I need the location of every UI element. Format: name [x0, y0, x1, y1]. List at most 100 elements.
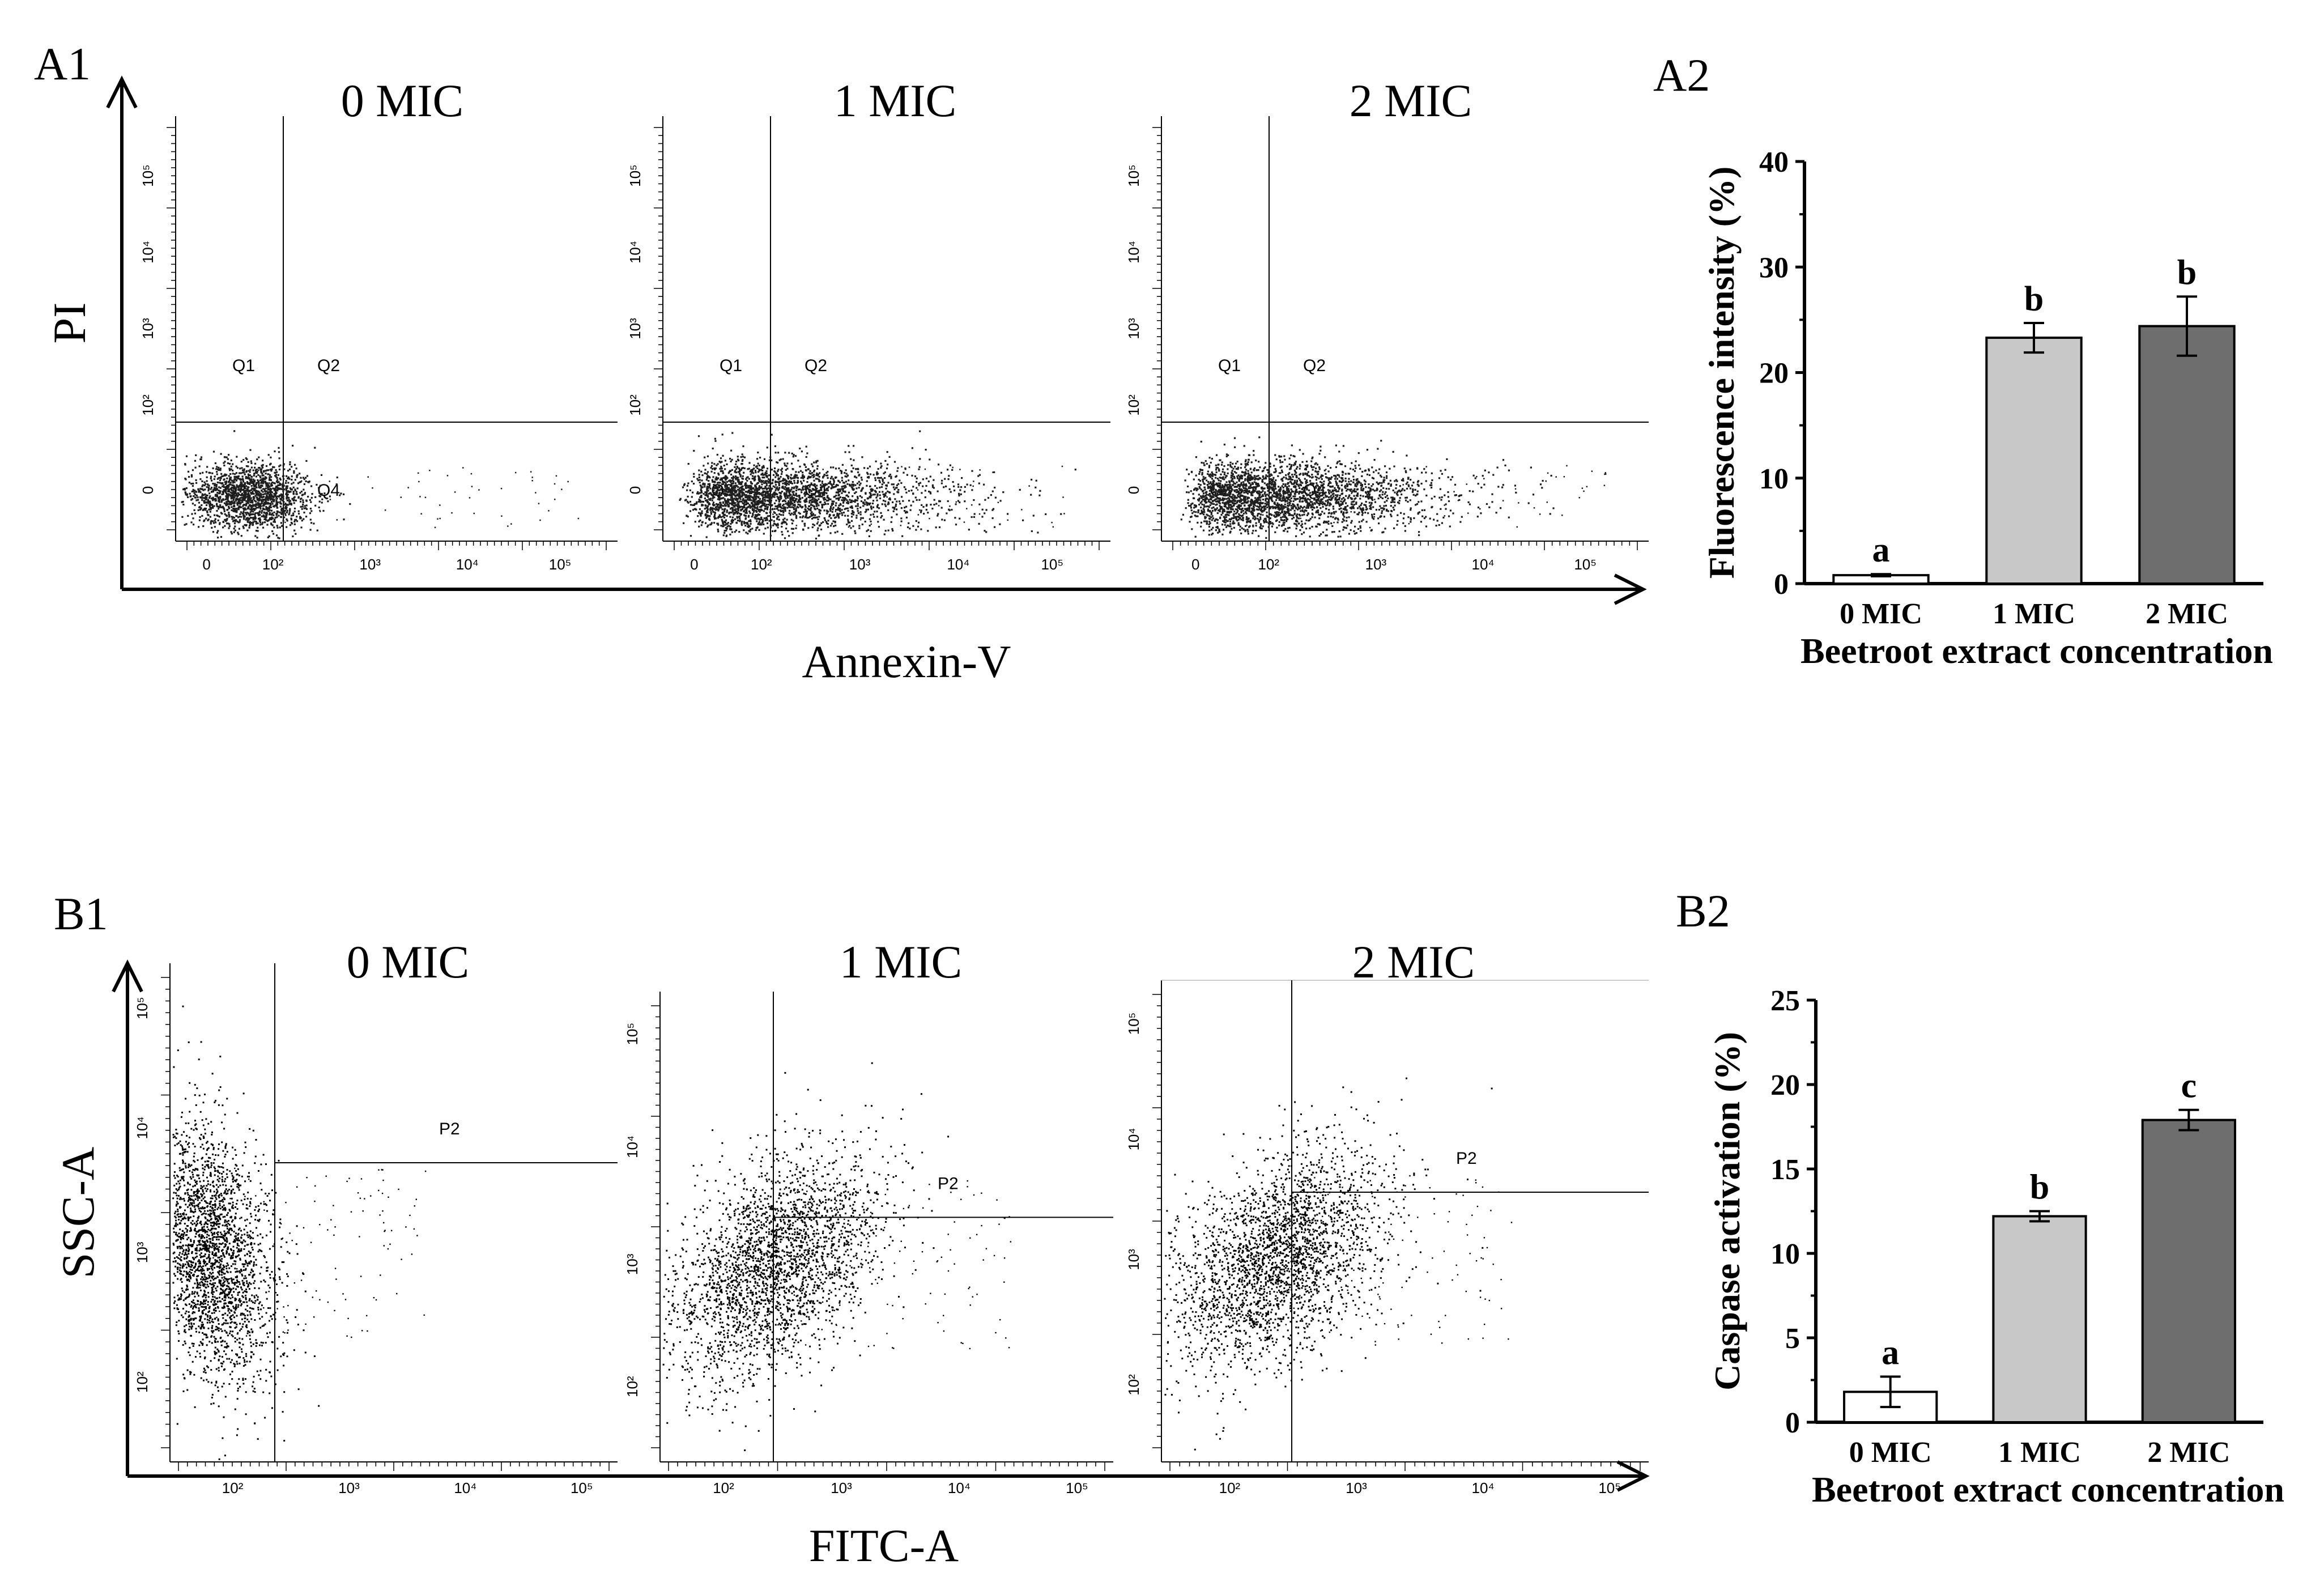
chart-y-tick-label: 40	[1759, 146, 1789, 178]
b1-y-tick-label: 10²	[134, 1371, 151, 1393]
a1-scatter-cloud	[679, 430, 1076, 540]
chart-x-label: Beetroot extract concentration	[1812, 1469, 2284, 1510]
panel-label-a1: A1	[34, 38, 91, 90]
b1-plot-title: 2 MIC	[1352, 936, 1475, 988]
b1-plot-2: 2 MIC 10² 10³ 10⁴ 10⁵ 10² 10³ 10⁴ 10⁵ P2	[1125, 936, 1649, 1496]
a1-quadrant-label-q2: Q2	[805, 356, 827, 375]
a1-plots: 0 MIC010²10³10⁴10⁵010²10³10⁴10⁵Q1Q2Q3Q41…	[139, 75, 1649, 573]
chart-y-tick-label: 25	[1770, 985, 1800, 1017]
b1-y-axis-label: SSC-A	[52, 1147, 104, 1278]
b1-plots: 0 MIC 10² 10³ 10⁴ 10⁵ 10² 10³ 10⁴ 10⁵ P2 1 MIC 10² 1…	[134, 936, 1649, 1496]
a1-x-tick-label: 10⁵	[1574, 556, 1597, 573]
significance-label: a	[1872, 531, 1890, 569]
a1-quadrant-label-q2: Q2	[317, 356, 340, 375]
x-category-label: 1 MIC	[1993, 598, 2075, 630]
b1-y-tick-label: 10⁴	[134, 1116, 151, 1139]
a1-y-tick-label: 10²	[627, 394, 644, 416]
a1-x-tick-label: 10³	[1365, 556, 1387, 573]
b1-x-tick-label: 10²	[222, 1479, 244, 1496]
panel-label-a2: A2	[1653, 49, 1710, 101]
chart-x-label: Beetroot extract concentration	[1801, 631, 2273, 671]
b1-gate-label: P2	[1456, 1149, 1477, 1168]
a1-quadrant-label-q1: Q1	[232, 356, 255, 375]
b1-x-tick-label: 10³	[338, 1479, 360, 1496]
b1-x-tick-label: 10⁵	[571, 1479, 593, 1496]
a1-y-tick-label: 10⁵	[627, 164, 644, 187]
significance-label: c	[2181, 1067, 2197, 1105]
a1-plot-title: 2 MIC	[1350, 75, 1472, 126]
a1-y-tick-label: 10⁵	[139, 164, 156, 187]
a1-y-tick-label: 10²	[1125, 394, 1142, 416]
b1-plot-title: 0 MIC	[347, 936, 469, 988]
a1-x-tick-label: 10⁴	[456, 556, 479, 573]
bar-1	[1992, 1215, 2087, 1423]
b1-y-tick-label: 10⁵	[134, 997, 151, 1019]
b1-x-tick-label: 10³	[831, 1479, 852, 1496]
a1-scatter-cloud	[1180, 436, 1607, 539]
b1-gate-label: P2	[439, 1120, 460, 1138]
b1-x-tick-label: 10²	[713, 1479, 734, 1496]
bar-2	[2141, 1119, 2236, 1423]
a1-y-tick-label: 10⁴	[627, 241, 644, 263]
chart-y-tick-label: 15	[1770, 1154, 1800, 1186]
a1-y-tick-label: 10³	[139, 318, 156, 339]
a1-x-tick-label: 10⁴	[1472, 556, 1495, 573]
a1-y-arrowhead	[106, 75, 138, 109]
chart-y-tick-label: 0	[1785, 1407, 1800, 1439]
a1-x-arrowhead	[1614, 573, 1647, 605]
b1-scatter-cloud	[1164, 1077, 1513, 1451]
panel-a1-flow-cytometry: A1 PI Annexin-V 0 MIC 0 10² 10³ 10⁴ 10⁵ 0 10² 10…	[34, 38, 1649, 687]
panel-label-b2: B2	[1676, 885, 1730, 937]
a1-y-tick-label: 10³	[627, 318, 644, 339]
b1-y-tick-label: 10⁴	[1125, 1128, 1142, 1150]
a1-plot-title: 1 MIC	[834, 75, 956, 126]
b1-y-tick-label: 10²	[1125, 1374, 1142, 1396]
b1-x-arrowhead	[1616, 1460, 1650, 1492]
b1-y-tick-label: 10⁵	[624, 1023, 641, 1045]
b1-x-tick-label: 10²	[1219, 1479, 1241, 1496]
b1-plot-0: 0 MIC 10² 10³ 10⁴ 10⁵ 10² 10³ 10⁴ 10⁵ P2	[134, 936, 618, 1496]
x-category-label: 1 MIC	[1998, 1436, 2081, 1469]
a1-y-tick-label: 10³	[1125, 318, 1142, 339]
bar-1	[1985, 337, 2083, 585]
panel-b2-bar-chart: B2 0 5 10 15 20 25 a 0 MIC b 1 MIC c 2 MICBeetroot …	[1676, 885, 2284, 1510]
significance-label: b	[2030, 1168, 2049, 1207]
bar-2	[2138, 325, 2236, 585]
b1-y-tick-label: 10⁴	[624, 1136, 641, 1158]
a1-x-tick-label: 10²	[751, 556, 772, 573]
significance-label: b	[2024, 280, 2044, 318]
a1-y-tick-label: 10²	[139, 394, 156, 416]
a1-y-tick-label: 10⁴	[1125, 241, 1142, 263]
chart-y-tick-label: 20	[1759, 358, 1789, 390]
chart-y-tick-label: 20	[1770, 1069, 1800, 1102]
x-category-label: 0 MIC	[1840, 598, 1922, 630]
significance-label: b	[2177, 253, 2197, 292]
chart-y-tick-label: 10	[1759, 463, 1789, 495]
a1-x-tick-label: 10⁵	[549, 556, 572, 573]
chart-y-label: Fluorescence intensity (%)	[1701, 167, 1742, 579]
significance-label: a	[1882, 1334, 1899, 1372]
a1-x-tick-label: 0	[1191, 556, 1199, 573]
x-category-label: 2 MIC	[2146, 598, 2228, 630]
a1-x-tick-label: 10⁵	[1041, 556, 1063, 573]
a1-y-tick-label: 10⁵	[1125, 164, 1142, 187]
b1-y-tick-label: 10²	[624, 1376, 641, 1397]
a1-x-tick-label: 0	[202, 556, 210, 573]
a1-quadrant-label-q1: Q1	[720, 356, 742, 375]
b1-plot-title: 1 MIC	[840, 936, 962, 988]
chart-y-tick-label: 0	[1774, 568, 1789, 601]
a1-x-axis-label: Annexin-V	[802, 636, 1011, 687]
b1-gate-label: P2	[938, 1174, 959, 1193]
x-category-label: 2 MIC	[2147, 1436, 2230, 1469]
b1-x-tick-label: 10⁵	[1066, 1479, 1088, 1496]
a1-x-tick-label: 10³	[849, 556, 871, 573]
a1-y-tick-label: 10⁴	[139, 241, 156, 263]
b1-x-tick-label: 10⁴	[948, 1479, 971, 1496]
b1-y-arrowhead	[112, 959, 143, 993]
